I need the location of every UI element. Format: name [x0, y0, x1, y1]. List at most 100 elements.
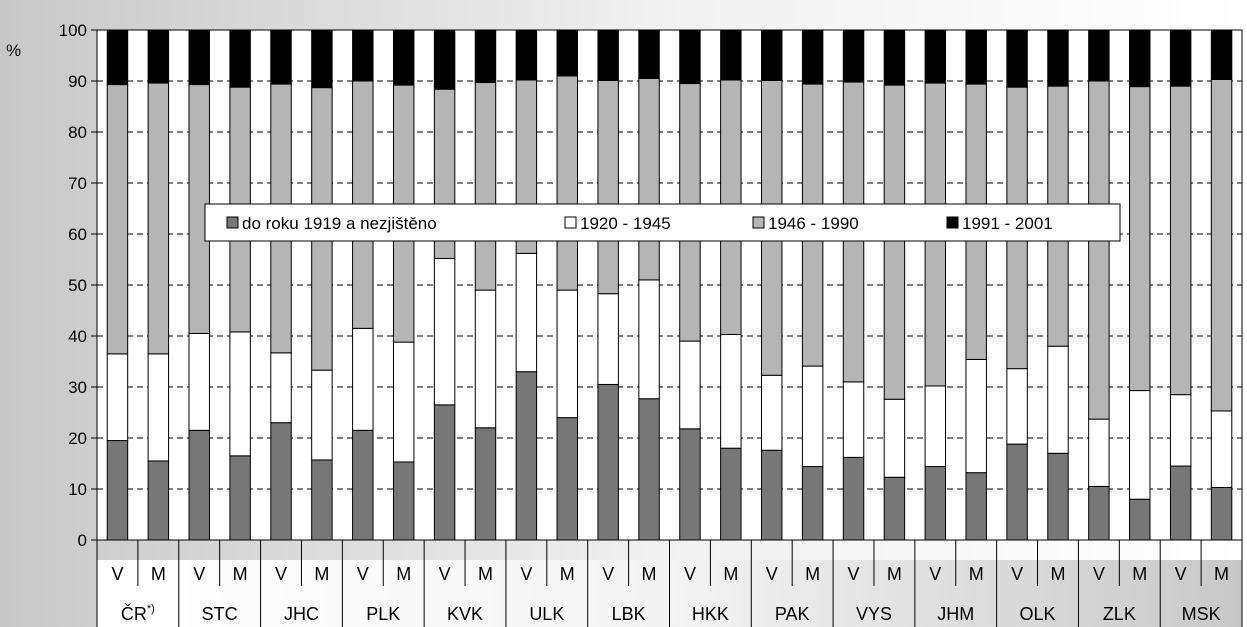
bar-segment-4-col-17: [761, 29, 783, 81]
bar-segment-4-col-2: [147, 29, 170, 84]
bar-segment-1-col-13: [597, 383, 619, 541]
x-category-label: M: [723, 564, 738, 584]
bar-segment-2-col-14: [638, 279, 660, 400]
x-category-label: M: [560, 564, 575, 584]
bar-segment-4-col-14: [638, 29, 660, 79]
x-category-label: M: [151, 564, 166, 584]
y-tick-label: 30: [68, 378, 87, 397]
y-tick-label: 80: [68, 123, 87, 142]
bar-segment-2-col-25: [1088, 418, 1110, 487]
y-tick-label: 10: [68, 480, 87, 499]
bar-segment-2-col-5: [270, 352, 292, 424]
x-group-label: ZLK: [1103, 604, 1136, 624]
x-group-label-superscript: *): [147, 603, 155, 615]
bar-segment-1-col-17: [761, 449, 783, 541]
bar-segment-4-col-21: [924, 29, 947, 84]
bar-segment-1-col-8: [392, 461, 415, 541]
x-category-label: V: [275, 564, 287, 584]
x-category-label: M: [478, 564, 493, 584]
x-category-label: V: [602, 564, 614, 584]
x-group-label: LBK: [612, 604, 646, 624]
x-category-label: V: [193, 564, 205, 584]
bar-segment-1-col-3: [188, 429, 210, 541]
bar-segment-4-col-15: [679, 29, 701, 85]
legend-swatch-2: [564, 216, 577, 229]
x-category-label: M: [887, 564, 902, 584]
x-group-labels: ČR*) STC JHC PLK KVK ULK LBK HKK PAK VYS JHM OLK ZLK…: [121, 603, 1221, 624]
x-category-label: M: [642, 564, 657, 584]
bar-segment-3-col-28: [1210, 78, 1233, 412]
x-group-label: MSK: [1182, 604, 1221, 624]
bar-segment-4-col-3: [188, 29, 210, 86]
bar-segment-3-col-13: [597, 79, 619, 295]
bar-segment-4-col-9: [433, 29, 456, 90]
x-group-label: ČR*): [121, 603, 155, 624]
bar-segment-1-col-9: [433, 404, 456, 541]
x-group-label: PAK: [775, 604, 810, 624]
bar-segment-2-col-20: [883, 398, 906, 478]
bar-segment-1-col-12: [556, 417, 578, 541]
bar-segment-3-col-2: [147, 82, 170, 355]
bar-segment-2-col-19: [842, 381, 865, 458]
bar-segment-4-col-16: [720, 29, 742, 81]
bar-segment-3-col-25: [1088, 80, 1110, 420]
bar-segment-2-col-22: [965, 358, 987, 474]
legend: do roku 1919 a nezjištěno 1920 - 1945 1946…: [204, 203, 1121, 242]
y-tick-label: 50: [68, 276, 87, 295]
x-category-label: M: [969, 564, 984, 584]
bar-segment-2-col-2: [147, 353, 170, 462]
bar-segment-2-col-9: [433, 257, 456, 406]
bar-segment-4-col-11: [515, 29, 538, 81]
bar-segment-1-col-27: [1169, 465, 1192, 541]
y-tick-labels: 0 10 20 30 40 50 60 70 80 90 100: [59, 21, 87, 550]
bar-segment-4-col-28: [1210, 29, 1233, 80]
y-tick-label: 100: [59, 21, 87, 40]
bar-segment-3-col-20: [883, 84, 906, 400]
bar-segment-1-col-14: [638, 398, 660, 541]
bar-segment-4-col-26: [1129, 29, 1151, 88]
x-category-label: M: [1050, 564, 1065, 584]
legend-label-3: 1946 - 1990: [768, 214, 859, 233]
bar-segment-1-col-4: [229, 455, 251, 541]
x-category-label: V: [439, 564, 451, 584]
bar-segment-4-col-13: [597, 29, 619, 81]
bar-segment-1-col-21: [924, 466, 947, 541]
bar-segment-2-col-16: [720, 333, 742, 449]
bar-segment-1-col-11: [515, 371, 538, 541]
bar-segment-4-col-20: [883, 29, 906, 86]
x-group-label: KVK: [447, 604, 483, 624]
x-category-label: V: [766, 564, 778, 584]
bar-segment-2-col-13: [597, 293, 619, 385]
x-group-label: JHC: [284, 604, 319, 624]
x-category-label: M: [233, 564, 248, 584]
x-group-label: HKK: [692, 604, 729, 624]
x-category-label: V: [929, 564, 941, 584]
bar-segment-4-col-8: [392, 29, 415, 86]
bar-segment-1-col-10: [474, 427, 497, 541]
legend-box: [204, 203, 1121, 242]
bar-segment-2-col-1: [106, 353, 129, 442]
bar-segment-4-col-18: [801, 29, 824, 85]
bar-segment-3-col-10: [474, 82, 497, 291]
bar-segment-2-col-27: [1169, 394, 1192, 467]
x-group-label: STC: [202, 604, 238, 624]
bar-segment-3-col-12: [556, 75, 578, 291]
x-category-label: V: [1093, 564, 1105, 584]
bar-segment-1-col-6: [311, 459, 333, 541]
bar-segment-1-col-1: [106, 440, 129, 541]
bar-segment-1-col-5: [270, 422, 292, 541]
bar-segment-4-col-5: [270, 29, 292, 85]
x-category-label: V: [357, 564, 369, 584]
legend-label-1: do roku 1919 a nezjištěno: [242, 214, 437, 233]
x-category-label: V: [1175, 564, 1187, 584]
bar-segment-4-col-1: [106, 29, 129, 86]
y-tick-label: 40: [68, 327, 87, 346]
bar-segment-2-col-4: [229, 331, 251, 457]
bar-segment-1-col-15: [679, 428, 701, 541]
bar-segment-4-col-12: [556, 29, 578, 77]
bar-segment-1-col-16: [720, 447, 742, 541]
bar-segment-4-col-23: [1006, 29, 1028, 88]
bar-segment-2-col-12: [556, 289, 578, 419]
bar-segment-1-col-20: [883, 476, 906, 541]
